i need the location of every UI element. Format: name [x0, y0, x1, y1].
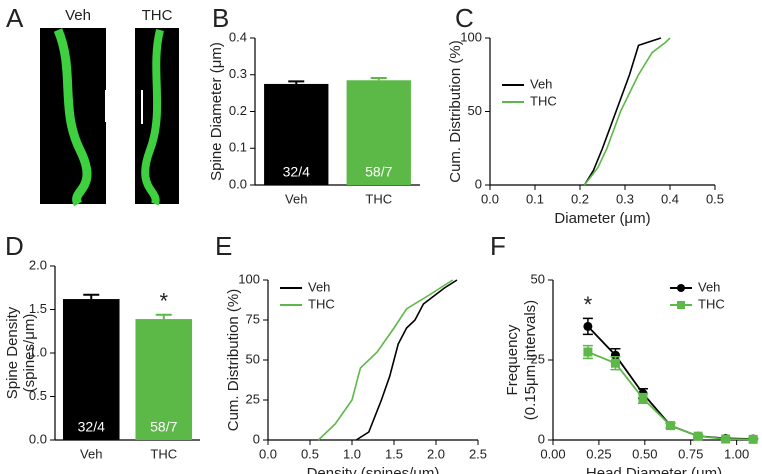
- x-axis-label: Head Diameter (μm): [586, 465, 722, 474]
- y-tick-label: 100: [238, 271, 260, 286]
- x-tick-label: 0.0: [481, 191, 499, 206]
- bar: [62, 299, 120, 440]
- point: [638, 393, 648, 403]
- bar: [264, 83, 329, 185]
- error-bar: [83, 293, 100, 300]
- x-tick-label: 0.1: [526, 191, 544, 206]
- panel-letter: C: [455, 3, 474, 33]
- y-tick-label: 50: [468, 103, 482, 118]
- x-tick-label: 0.00: [540, 446, 565, 461]
- cumulative-line: [583, 37, 662, 186]
- y-axis-label: Spine Diameter (μm): [208, 42, 225, 181]
- y-axis-label: Cum. Distribution (%): [225, 289, 242, 432]
- legend-label: THC: [698, 296, 725, 311]
- y-tick-label: 0.5: [29, 388, 47, 403]
- error-bar: [155, 313, 172, 320]
- y-tick-label: 1.5: [29, 301, 47, 316]
- y-tick-label: 50: [246, 351, 260, 366]
- x-tick-label: THC: [150, 446, 177, 461]
- legend-label: THC: [308, 296, 335, 311]
- panel-letter: D: [5, 231, 24, 261]
- y-tick-label: 0: [475, 176, 482, 191]
- y-axis-label: Spine Density: [4, 306, 21, 399]
- point: [721, 434, 731, 444]
- cumulative-line: [317, 279, 454, 441]
- point: [666, 421, 676, 431]
- y-tick-label: 25: [531, 351, 545, 366]
- x-tick-label: Veh: [80, 446, 102, 461]
- point: [693, 431, 703, 441]
- bar-label: 58/7: [150, 419, 177, 435]
- x-tick-label: 0.5: [706, 191, 724, 206]
- legend-label: Veh: [530, 76, 552, 91]
- x-tick-label: 0.50: [632, 446, 657, 461]
- y-axis-label: Cum. Distribution (%): [447, 40, 464, 183]
- cumulative-line: [355, 279, 458, 441]
- y-tick-label: 0: [538, 431, 545, 446]
- cumulative-line: [583, 37, 671, 186]
- x-tick-label: THC: [365, 191, 392, 206]
- dendrite: [53, 28, 92, 207]
- x-tick-label: 0.0: [259, 446, 277, 461]
- panel-letter: F: [490, 231, 506, 261]
- dendrite: [141, 29, 164, 206]
- y-tick-label: 25: [246, 391, 260, 406]
- annotation: *: [584, 292, 593, 317]
- y-tick-label: 0.3: [229, 66, 247, 81]
- x-axis-label: Diameter (μm): [554, 210, 650, 227]
- y-tick-label: 75: [246, 311, 260, 326]
- bar-label: 32/4: [283, 164, 310, 180]
- y-tick-label: 2.0: [29, 257, 47, 272]
- y-tick-label: 0: [253, 431, 260, 446]
- x-tick-label: 0.25: [586, 446, 611, 461]
- legend-marker: [677, 284, 685, 292]
- bar: [346, 80, 411, 185]
- point: [583, 347, 593, 357]
- bar: [135, 319, 193, 440]
- legend-label: Veh: [308, 279, 330, 294]
- x-tick-label: 1.00: [724, 446, 749, 461]
- point: [583, 321, 593, 331]
- bar-label: 58/7: [365, 164, 392, 180]
- image-label: Veh: [65, 7, 91, 24]
- legend-label: Veh: [698, 279, 720, 294]
- x-tick-label: 0.5: [301, 446, 319, 461]
- panel-letter: E: [215, 231, 232, 261]
- x-tick-label: 2.0: [427, 446, 445, 461]
- error-bar: [370, 77, 387, 81]
- image-label: THC: [142, 7, 173, 24]
- y-tick-label: 0.0: [229, 176, 247, 191]
- bar-label: 32/4: [78, 419, 105, 435]
- x-tick-label: 0.75: [678, 446, 703, 461]
- x-tick-label: Veh: [285, 191, 307, 206]
- y-tick-label: 50: [531, 271, 545, 286]
- legend-marker: [677, 301, 685, 309]
- y-axis-label: (spines/μm): [21, 314, 38, 393]
- y-tick-label: 100: [460, 29, 482, 44]
- x-tick-label: 2.5: [469, 446, 487, 461]
- error-bar: [288, 80, 305, 84]
- annotation: *: [159, 289, 168, 314]
- point: [748, 434, 758, 444]
- y-tick-label: 0.2: [229, 103, 247, 118]
- y-tick-label: 0.4: [229, 29, 247, 44]
- y-tick-label: 1.0: [29, 344, 47, 359]
- x-tick-label: 0.3: [616, 191, 634, 206]
- panel-letter: A: [6, 3, 24, 33]
- x-axis-label: Density (spines/μm): [307, 465, 440, 474]
- x-tick-label: 1.0: [343, 446, 361, 461]
- x-tick-label: 0.4: [661, 191, 679, 206]
- y-tick-label: 0.1: [229, 140, 247, 155]
- legend-label: THC: [530, 93, 557, 108]
- point: [610, 358, 620, 368]
- y-tick-label: 0.0: [29, 431, 47, 446]
- y-axis-label: (0.15μm intervals): [522, 300, 539, 420]
- x-tick-label: 0.2: [571, 191, 589, 206]
- x-tick-label: 1.5: [385, 446, 403, 461]
- y-axis-label: Frequency: [504, 324, 521, 395]
- panel-letter: B: [212, 3, 229, 33]
